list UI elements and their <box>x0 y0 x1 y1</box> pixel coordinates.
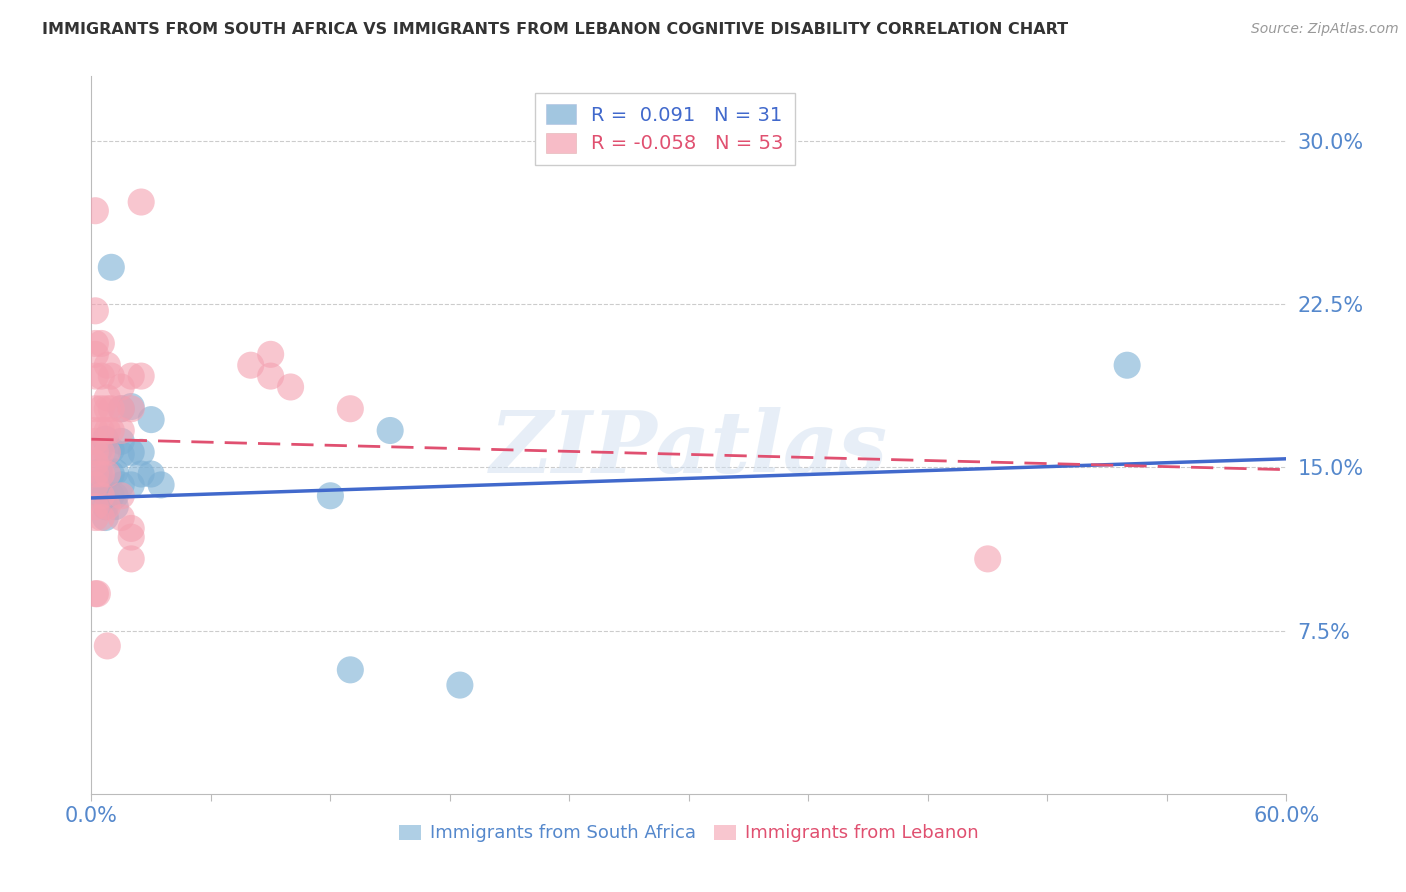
Point <box>86 587 108 601</box>
Point <box>96 467 118 481</box>
Point <box>120 400 142 414</box>
Point <box>84 500 107 514</box>
Point <box>96 500 118 514</box>
Point <box>94 510 117 524</box>
Point <box>1116 358 1139 372</box>
Point <box>84 203 107 218</box>
Point <box>110 510 132 524</box>
Point <box>339 401 361 416</box>
Point <box>120 552 142 566</box>
Point <box>94 432 117 446</box>
Point <box>84 510 107 524</box>
Point <box>319 489 342 503</box>
Point <box>96 391 118 405</box>
Point <box>89 443 111 458</box>
Text: IMMIGRANTS FROM SOUTH AFRICA VS IMMIGRANTS FROM LEBANON COGNITIVE DISABILITY COR: IMMIGRANTS FROM SOUTH AFRICA VS IMMIGRAN… <box>42 22 1069 37</box>
Point <box>84 456 107 470</box>
Point <box>90 445 112 459</box>
Point <box>104 489 127 503</box>
Point <box>110 401 132 416</box>
Point <box>100 260 122 275</box>
Point <box>120 530 142 544</box>
Point <box>110 424 132 438</box>
Point <box>129 194 152 209</box>
Point <box>90 467 112 481</box>
Point <box>90 336 112 351</box>
Point <box>100 401 122 416</box>
Point <box>84 424 107 438</box>
Point <box>280 380 302 394</box>
Point <box>110 401 132 416</box>
Point <box>84 434 107 449</box>
Text: Source: ZipAtlas.com: Source: ZipAtlas.com <box>1251 22 1399 37</box>
Point <box>120 521 142 535</box>
Point <box>100 489 122 503</box>
Point <box>84 347 107 361</box>
Point <box>84 587 107 601</box>
Point <box>104 500 127 514</box>
Point <box>84 445 107 459</box>
Point <box>110 380 132 394</box>
Point <box>94 500 117 514</box>
Point <box>120 369 142 384</box>
Point <box>90 424 112 438</box>
Point <box>120 401 142 416</box>
Point <box>96 445 118 459</box>
Point <box>129 445 152 459</box>
Point <box>100 467 122 481</box>
Point <box>84 467 107 481</box>
Point <box>89 465 111 479</box>
Point <box>89 486 111 500</box>
Point <box>84 478 107 492</box>
Point <box>110 489 132 503</box>
Point <box>90 489 112 503</box>
Point <box>239 358 262 372</box>
Point <box>120 445 142 459</box>
Point <box>90 369 112 384</box>
Point <box>84 336 107 351</box>
Point <box>259 347 281 361</box>
Point <box>84 303 107 318</box>
Point <box>100 443 122 458</box>
Point <box>449 678 471 692</box>
Point <box>84 401 107 416</box>
Point <box>976 552 998 566</box>
Point <box>84 369 107 384</box>
Point <box>141 412 162 426</box>
Point <box>104 465 127 479</box>
Point <box>96 358 118 372</box>
Point <box>129 467 152 481</box>
Point <box>110 478 132 492</box>
Point <box>100 424 122 438</box>
Point <box>339 663 361 677</box>
Point <box>96 639 118 653</box>
Point <box>96 401 118 416</box>
Point <box>89 475 111 490</box>
Point <box>100 369 122 384</box>
Point <box>90 401 112 416</box>
Point <box>378 424 402 438</box>
Legend: Immigrants from South Africa, Immigrants from Lebanon: Immigrants from South Africa, Immigrants… <box>392 817 986 849</box>
Point <box>259 369 281 384</box>
Point <box>110 434 132 449</box>
Text: ZIPatlas: ZIPatlas <box>489 408 889 491</box>
Point <box>94 486 117 500</box>
Point <box>110 447 132 461</box>
Point <box>96 424 118 438</box>
Point <box>129 369 152 384</box>
Point <box>141 467 162 481</box>
Point <box>150 478 173 492</box>
Point <box>90 510 112 524</box>
Point <box>120 478 142 492</box>
